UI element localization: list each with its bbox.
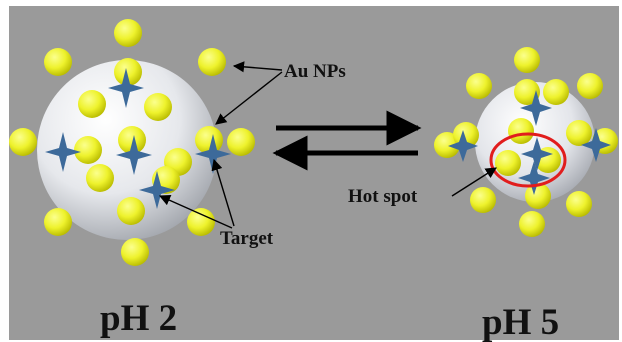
- equilibrium-arrows: [272, 110, 422, 171]
- au-np-icon: [577, 73, 603, 99]
- collapsed-microgel-ph5: [434, 47, 618, 237]
- au-np-icon: [74, 136, 102, 164]
- four-point-star-icon: [520, 90, 552, 126]
- target-label: Target: [220, 228, 274, 249]
- target-pointer: [158, 194, 233, 229]
- au-np-icon: [543, 79, 569, 105]
- au-np-icon: [121, 238, 149, 266]
- four-point-star-icon: [116, 135, 152, 175]
- hot-spot-ring: [489, 132, 567, 188]
- four-point-star-icon: [45, 132, 81, 172]
- four-point-star-icon: [448, 130, 478, 162]
- au-np-icon: [114, 58, 142, 86]
- targets-right: [448, 90, 611, 195]
- four-point-star-icon: [518, 161, 550, 195]
- au-np-icon: [566, 191, 592, 217]
- swollen-microgel-ph2: [9, 19, 255, 266]
- au-nanoparticles-right: [434, 47, 618, 237]
- au-np-icon: [514, 79, 540, 105]
- au-np-icon: [195, 126, 223, 154]
- four-point-star-icon: [195, 134, 231, 174]
- hot-spot-label: Hot spot: [348, 186, 418, 207]
- au-np-icon: [86, 164, 114, 192]
- au-np-icon: [198, 48, 226, 76]
- au-np-icon: [9, 128, 37, 156]
- au-np-icon: [525, 183, 551, 209]
- au-np-icon: [227, 128, 255, 156]
- au-np-icon: [495, 150, 521, 176]
- au-np-pointer: [215, 71, 283, 125]
- au-np-icon: [566, 120, 592, 146]
- au-np-icon: [514, 47, 540, 73]
- au-np-icon: [508, 118, 534, 144]
- au-np-icon: [519, 211, 545, 237]
- four-point-star-icon: [581, 128, 611, 162]
- au-np-pointer: [232, 61, 283, 73]
- ph-left-label: pH 2: [100, 298, 177, 339]
- four-point-star-icon: [139, 171, 175, 209]
- au-np-icon: [470, 187, 496, 213]
- callout-pointers: [158, 61, 497, 229]
- au-np-icon: [44, 208, 72, 236]
- ph-right-label: pH 5: [482, 302, 559, 342]
- four-point-star-icon: [521, 137, 553, 171]
- targets-left: [45, 68, 231, 209]
- four-point-star-icon: [108, 68, 144, 108]
- au-np-icon: [78, 90, 106, 118]
- au-np-icon: [466, 73, 492, 99]
- au-nps-label: Au NPs: [284, 61, 346, 82]
- au-np-icon: [114, 19, 142, 47]
- au-np-icon: [187, 208, 215, 236]
- target-pointer: [211, 158, 235, 227]
- au-np-icon: [144, 93, 172, 121]
- au-np-icon: [117, 197, 145, 225]
- hot-spot-pointer: [451, 167, 497, 197]
- au-np-icon: [44, 48, 72, 76]
- au-np-icon: [118, 126, 146, 154]
